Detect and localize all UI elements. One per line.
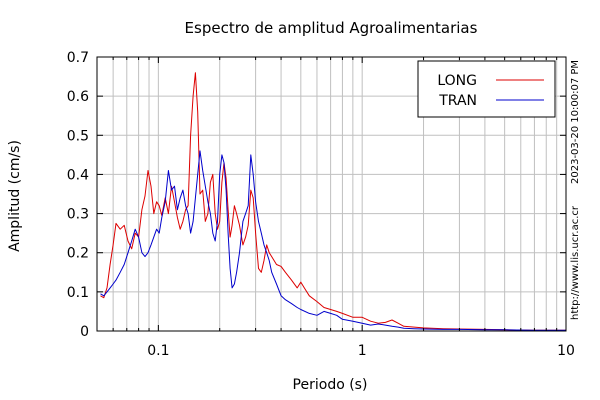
series-line-long xyxy=(100,72,566,331)
legend: LONG TRAN xyxy=(417,60,556,118)
y-tick-label: 0.3 xyxy=(67,207,89,223)
x-tick-label: 10 xyxy=(557,343,575,359)
x-tick-label: 0.1 xyxy=(147,343,169,359)
y-tick-label: 0.6 xyxy=(67,89,89,105)
series-line-tran xyxy=(100,150,566,331)
x-axis-label: Periodo (s) xyxy=(293,377,368,393)
axis-tick-labels: 0 0.1 0.2 0.3 0.4 0.5 0.6 0.7 0.1 1 10 xyxy=(67,50,575,359)
x-tick-label: 1 xyxy=(358,343,367,359)
axis-ticks xyxy=(96,56,566,332)
chart-title: Espectro de amplitud Agroalimentarias xyxy=(185,19,478,37)
y-tick-label: 0.5 xyxy=(67,128,89,144)
y-axis-label: Amplitud (cm/s) xyxy=(7,140,23,252)
y-tick-label: 0 xyxy=(80,324,89,340)
legend-label-tran: TRAN xyxy=(438,93,477,109)
y-tick-label: 0.2 xyxy=(67,246,89,262)
plot-series xyxy=(100,72,566,331)
y-tick-label: 0.1 xyxy=(67,285,89,301)
y-tick-label: 0.7 xyxy=(67,50,89,66)
source-url-label: http://www.lis.ucr.ac.cr xyxy=(570,205,581,320)
timestamp-label: 2023-03-20 10:00:07 PM xyxy=(570,60,581,184)
plot-frame xyxy=(96,56,567,332)
legend-box xyxy=(417,60,556,118)
legend-label-long: LONG xyxy=(437,73,477,89)
y-tick-label: 0.4 xyxy=(67,167,89,183)
